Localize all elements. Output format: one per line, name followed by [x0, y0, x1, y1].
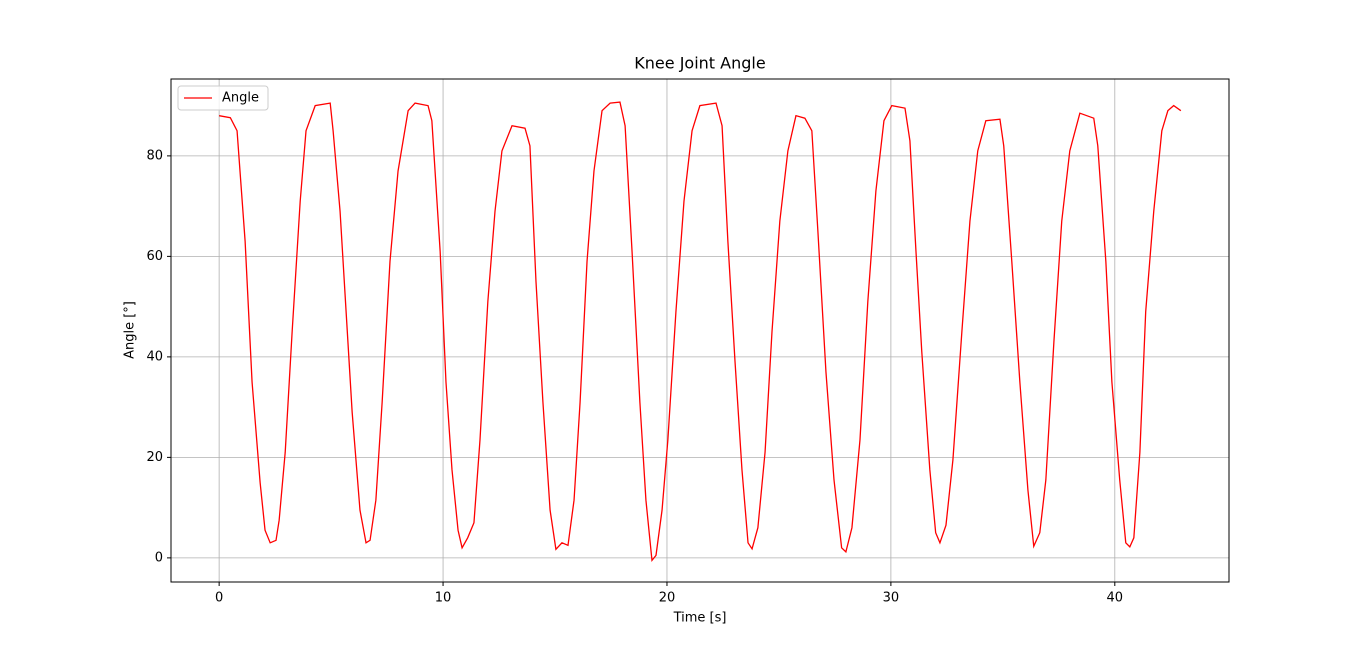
y-axis-label: Angle [°] [123, 301, 138, 359]
plot-frame [170, 78, 1230, 583]
x-axis-label: Time [s] [673, 611, 727, 626]
legend-label: Angle [222, 91, 259, 106]
y-tick-label: 0 [155, 550, 163, 565]
chart-title: Knee Joint Angle [634, 54, 765, 73]
y-tick-label: 60 [146, 249, 163, 264]
x-tick-label: 40 [1107, 591, 1124, 606]
y-tick-label: 20 [146, 450, 163, 465]
y-tick-label: 80 [146, 148, 163, 163]
legend-box [177, 85, 269, 111]
x-tick-label: 20 [659, 591, 676, 606]
y-tick-label: 40 [146, 349, 163, 364]
x-tick-label: 0 [215, 591, 223, 606]
data-line [219, 101, 1182, 563]
x-tick-label: 30 [883, 591, 900, 606]
x-tick-label: 10 [435, 591, 452, 606]
